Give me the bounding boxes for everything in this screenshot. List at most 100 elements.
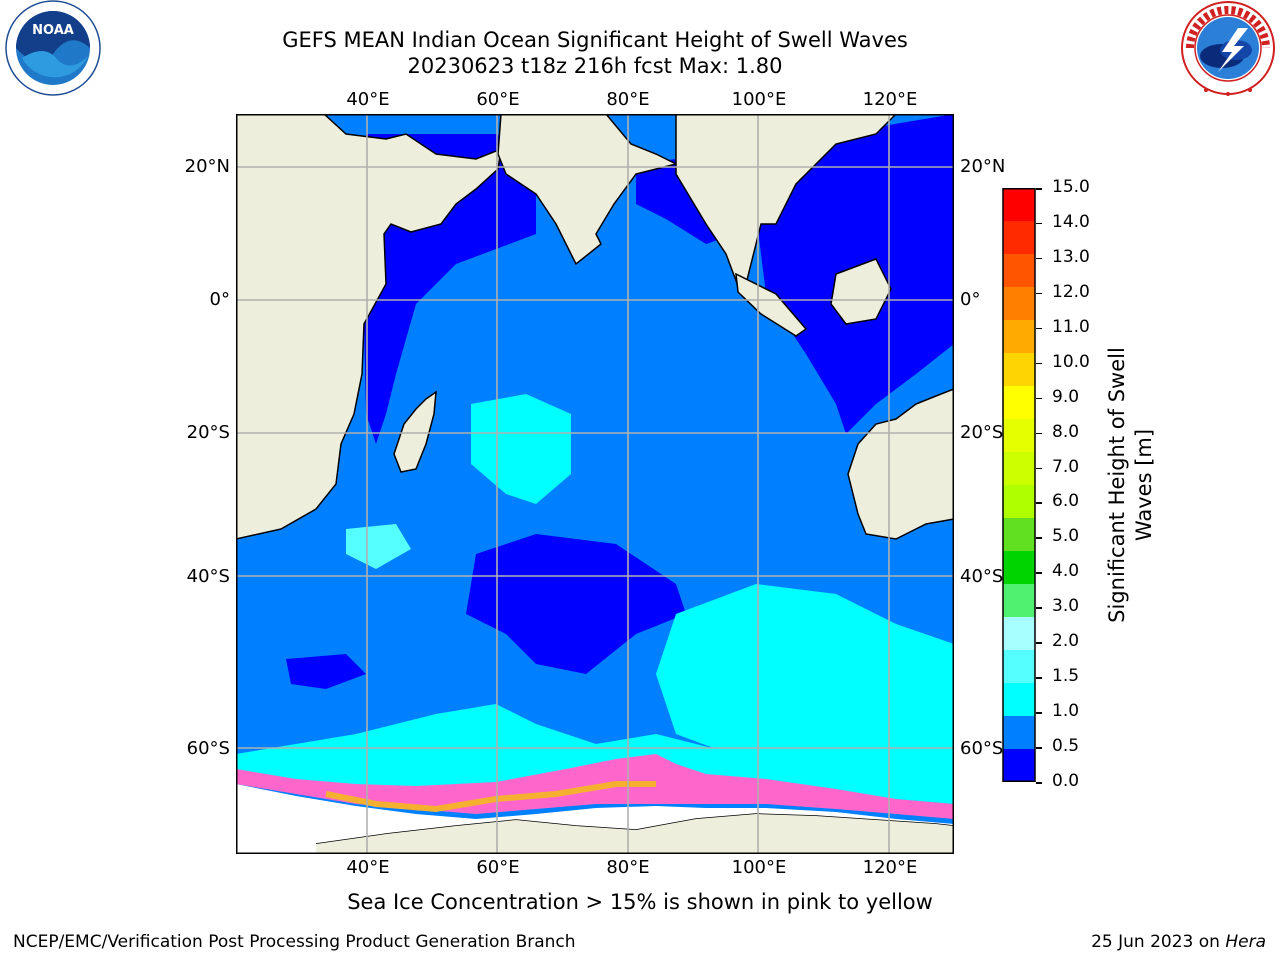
colorbar-segment	[1003, 716, 1035, 750]
footer-credit: NCEP/EMC/Verification Post Processing Pr…	[13, 932, 576, 952]
colorbar-segment	[1003, 683, 1035, 717]
colorbar-segment	[1003, 353, 1035, 387]
colorbar-tick-mark	[1036, 677, 1042, 679]
noaa-logo-text: NOAA	[32, 23, 74, 38]
colorbar-tick-label: 4.0	[1052, 561, 1080, 582]
colorbar-label: Significant Height of Swell Waves [m]	[1105, 347, 1156, 623]
swell-zone-southern-cyan	[656, 584, 954, 779]
colorbar-tick-label: 6.0	[1052, 491, 1080, 512]
lat-label-left-0: 0°	[209, 289, 230, 310]
colorbar-tick-mark	[1036, 397, 1042, 400]
lon-label-top-60e: 60°E	[476, 89, 520, 110]
chart-subtitle: 20230623 t18z 216h fcst Max: 1.80	[407, 54, 783, 78]
colorbar-tick-mark	[1036, 188, 1042, 190]
colorbar-tick-mark	[1036, 502, 1042, 504]
lon-label-bottom-80e: 80°E	[606, 857, 650, 878]
colorbar-tick-label: 1.0	[1052, 701, 1080, 722]
colorbar-segment	[1003, 221, 1035, 255]
lat-label-left-20n: 20°N	[184, 156, 230, 177]
colorbar-tick-label: 15.0	[1052, 177, 1090, 197]
colorbar-tick-label: 0.5	[1052, 736, 1080, 757]
land-sumatra	[735, 272, 808, 337]
lat-label-right-20n: 20°N	[960, 156, 1006, 177]
swell-zone-central-cyan	[471, 394, 571, 504]
lat-label-left-40s: 40°S	[186, 566, 230, 587]
lat-label-right-20s: 20°S	[960, 422, 1004, 443]
lon-label-bottom-60e: 60°E	[476, 857, 520, 878]
colorbar-segment	[1003, 386, 1035, 420]
colorbar-tick-mark	[1036, 432, 1042, 435]
colorbar-tick-mark	[1036, 572, 1042, 574]
colorbar-segment	[1003, 320, 1035, 354]
colorbar-segment	[1003, 749, 1035, 783]
colorbar-tick-mark	[1036, 782, 1042, 784]
colorbar-tick-mark	[1036, 712, 1042, 714]
land-borneo	[830, 258, 892, 325]
colorbar-tick-label: 12.0	[1052, 281, 1090, 302]
noaa-logo: NOAA	[0, 0, 108, 104]
land-australia	[847, 387, 955, 540]
colorbar-tick-mark	[1036, 467, 1042, 470]
lon-label-bottom-120e: 120°E	[862, 857, 918, 878]
lon-label-top-120e: 120°E	[862, 89, 918, 110]
map-panel	[235, 113, 955, 858]
colorbar-segment	[1003, 551, 1035, 585]
colorbar-tick-mark	[1036, 537, 1042, 539]
colorbar-tick-mark	[1036, 292, 1042, 295]
colorbar-segment	[1003, 485, 1035, 519]
lat-label-left-60s: 60°S	[186, 738, 230, 759]
lon-label-top-80e: 80°E	[606, 89, 650, 110]
colorbar-tick-label: 2.0	[1052, 631, 1080, 652]
colorbar-tick-label: 10.0	[1052, 351, 1090, 372]
colorbar-tick-label: 14.0	[1052, 211, 1090, 232]
lon-label-bottom-40e: 40°E	[346, 857, 390, 878]
colorbar-tick-mark	[1036, 642, 1042, 644]
colorbar-tick-label: 9.0	[1052, 386, 1080, 407]
colorbar-tick-label: 13.0	[1052, 246, 1090, 267]
colorbar-segment	[1003, 518, 1035, 552]
colorbar-tick-mark	[1036, 747, 1042, 749]
lon-label-top-100e: 100°E	[731, 89, 787, 110]
chart-title: GEFS MEAN Indian Ocean Significant Heigh…	[282, 28, 908, 52]
colorbar-tick-mark	[1036, 607, 1042, 609]
colorbar-tick-label: 0.0	[1052, 771, 1080, 791]
colorbar-segment	[1003, 452, 1035, 486]
sea-ice-note: Sea Ice Concentration > 15% is shown in …	[347, 890, 933, 914]
footer-host: Hera	[1225, 932, 1266, 952]
colorbar-tick-label: 7.0	[1052, 456, 1080, 477]
nws-logo	[1178, 0, 1280, 104]
colorbar-segment	[1003, 419, 1035, 453]
swell-zone-small-cyan	[346, 524, 411, 569]
colorbar-segment	[1003, 617, 1035, 651]
colorbar-segment	[1003, 650, 1035, 684]
lon-label-bottom-100e: 100°E	[731, 857, 787, 878]
colorbar-tick-mark	[1036, 257, 1042, 260]
lon-label-top-40e: 40°E	[346, 89, 390, 110]
footer-date: 25 Jun 2023 on Hera	[1091, 932, 1266, 952]
colorbar-segment	[1003, 287, 1035, 321]
colorbar-tick-label: 8.0	[1052, 421, 1080, 442]
colorbar-segment	[1003, 188, 1035, 222]
antarctic-land	[316, 814, 954, 854]
colorbar-tick-mark	[1036, 327, 1042, 330]
land-madagascar	[393, 390, 437, 473]
land-india	[497, 113, 679, 266]
colorbar-tick-label: 5.0	[1052, 526, 1080, 547]
footer-date-text: 25 Jun 2023 on	[1091, 932, 1226, 952]
lat-label-right-0: 0°	[960, 289, 981, 310]
map-frame	[236, 114, 954, 854]
sea-ice-edge	[325, 781, 656, 813]
colorbar-tick-label: 11.0	[1052, 316, 1090, 337]
lat-label-right-40s: 40°S	[960, 566, 1004, 587]
colorbar-tick-label: 1.5	[1052, 666, 1080, 687]
colorbar	[1002, 188, 1036, 786]
colorbar-tick-label: 3.0	[1052, 596, 1080, 617]
colorbar-tick-mark	[1036, 362, 1042, 365]
swell-zone-southern-low	[466, 534, 686, 674]
colorbar-segment	[1003, 584, 1035, 618]
swell-zone-southwest-patch	[286, 654, 366, 689]
lat-label-right-60s: 60°S	[960, 738, 1004, 759]
graticule	[236, 114, 954, 854]
colorbar-tick-mark	[1036, 222, 1042, 225]
colorbar-segment	[1003, 254, 1035, 288]
